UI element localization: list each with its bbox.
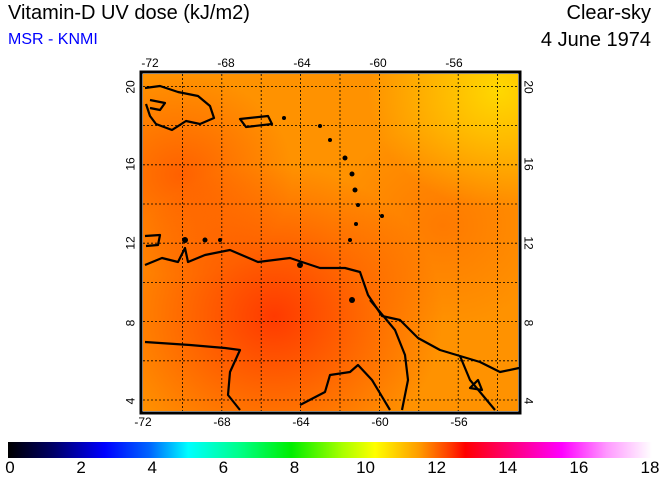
lon-tick-top: -72 xyxy=(141,56,159,70)
coastlines xyxy=(144,84,520,411)
colorbar-label: 2 xyxy=(76,458,86,477)
lat-tick-right: 16 xyxy=(521,157,536,171)
lat-tick-right: 12 xyxy=(521,236,536,250)
map-frame xyxy=(139,70,522,415)
lon-tick-top: -56 xyxy=(445,56,463,70)
colorbar-label: 10 xyxy=(356,458,376,477)
sky-condition: Clear-sky xyxy=(566,2,651,24)
source-label: MSR - KNMI xyxy=(8,31,98,48)
lat-tick-right: 4 xyxy=(521,397,536,405)
lat-tick-left: 12 xyxy=(123,236,138,250)
lon-tick-top: -64 xyxy=(293,56,311,70)
date-label: 4 June 1974 xyxy=(540,29,651,51)
lon-tick-top: -68 xyxy=(217,56,235,70)
islands xyxy=(182,116,384,303)
lon-tick-bottom: -56 xyxy=(450,415,468,429)
lon-tick-top: -60 xyxy=(369,56,387,70)
lat-tick-left: 16 xyxy=(123,157,138,171)
colorbar-label: 18 xyxy=(640,458,660,477)
colorbar-label: 14 xyxy=(498,458,518,477)
colorbar-label: 16 xyxy=(569,458,589,477)
lon-tick-bottom: -64 xyxy=(292,415,310,429)
lon-tick-bottom: -72 xyxy=(134,415,152,429)
colorbar-label: 0 xyxy=(5,458,15,477)
lat-tick-left: 8 xyxy=(123,319,138,327)
colorbar-label: 12 xyxy=(427,458,447,477)
lon-tick-bottom: -68 xyxy=(213,415,231,429)
graticule xyxy=(143,74,518,411)
lat-tick-right: 20 xyxy=(521,80,536,94)
map-title: Vitamin-D UV dose (kJ/m2) xyxy=(8,2,250,24)
colorbar-label: 6 xyxy=(218,458,229,477)
lon-tick-bottom: -60 xyxy=(371,415,389,429)
colorbar-label: 4 xyxy=(147,458,157,477)
lat-tick-left: 4 xyxy=(123,397,138,405)
colorbar xyxy=(8,442,652,458)
colorbar-label: 8 xyxy=(289,458,300,477)
lat-tick-left: 20 xyxy=(123,80,138,94)
lat-tick-right: 8 xyxy=(521,319,536,327)
